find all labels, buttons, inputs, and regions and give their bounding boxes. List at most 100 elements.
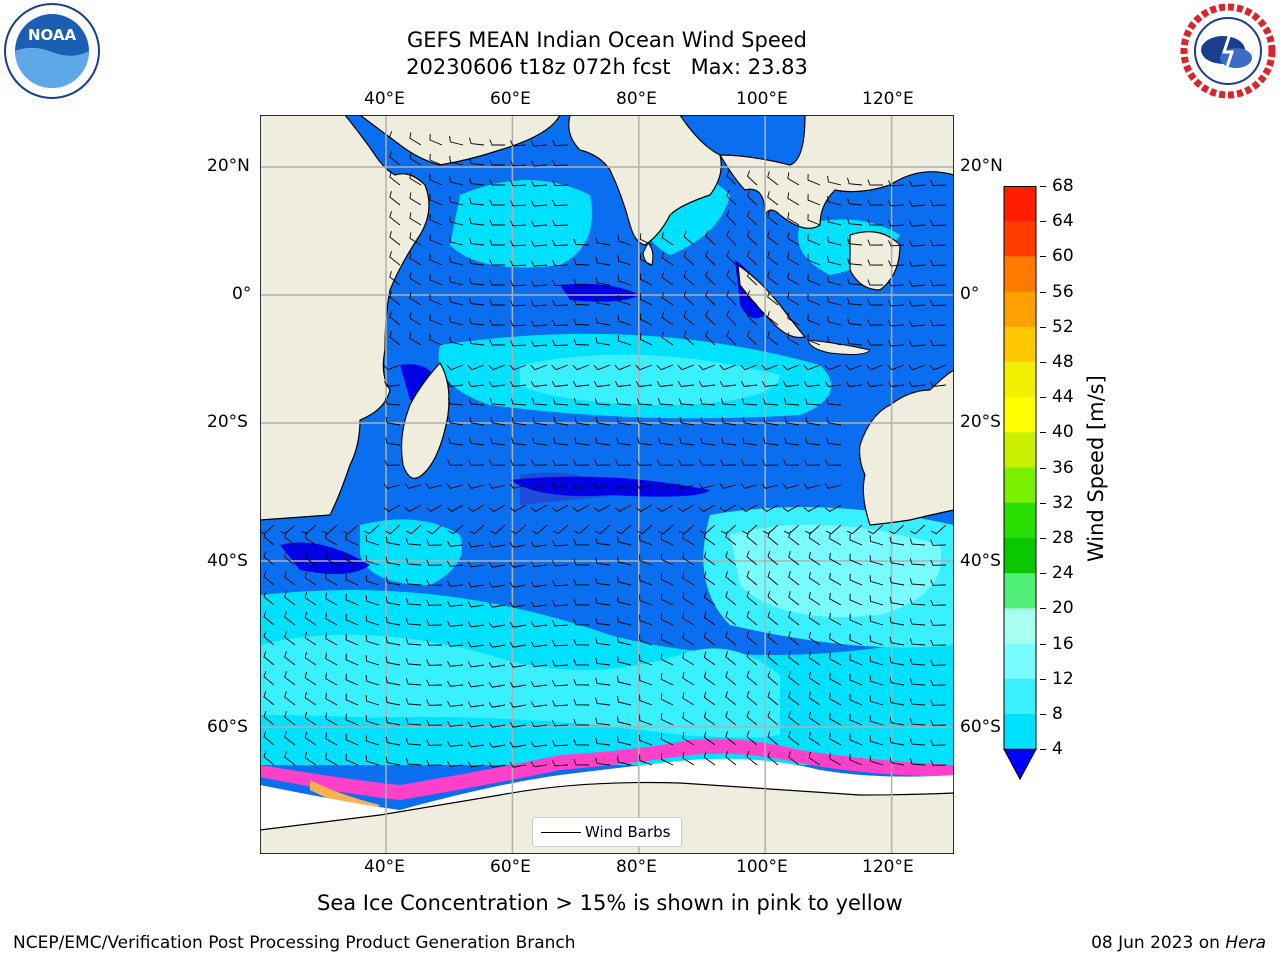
wind-barb bbox=[827, 295, 842, 306]
wind-barb bbox=[530, 761, 548, 768]
wind-barb bbox=[682, 592, 695, 606]
wind-barb bbox=[510, 524, 527, 535]
wind-barb bbox=[530, 300, 548, 307]
wind-barb bbox=[639, 273, 653, 286]
legend-line bbox=[541, 832, 581, 833]
wind-barb bbox=[660, 753, 674, 766]
wind-barb bbox=[807, 194, 821, 206]
wind-barb bbox=[385, 716, 401, 726]
colorbar-swatch bbox=[1004, 643, 1036, 680]
wind-barb bbox=[829, 572, 842, 586]
wind-barb bbox=[552, 720, 569, 727]
wind-barb bbox=[595, 717, 611, 726]
wind-barb bbox=[682, 552, 695, 566]
wind-barb bbox=[661, 271, 674, 286]
wind-barb bbox=[342, 524, 359, 535]
wind-barb bbox=[617, 596, 632, 606]
wind-barb bbox=[573, 278, 590, 286]
wind-barb bbox=[389, 231, 401, 246]
wind-barb bbox=[889, 536, 905, 546]
wind-barb bbox=[409, 192, 422, 206]
wind-barb bbox=[782, 504, 800, 512]
wind-barb bbox=[762, 459, 779, 466]
wind-barb bbox=[530, 681, 548, 688]
wind-barb bbox=[808, 611, 821, 626]
wind-barb bbox=[263, 670, 275, 686]
wind-barb bbox=[467, 581, 485, 588]
wind-barb bbox=[446, 760, 464, 767]
wind-barb bbox=[746, 330, 758, 346]
wind-barb bbox=[930, 639, 947, 646]
wind-barb bbox=[847, 177, 863, 186]
wind-barb bbox=[908, 260, 926, 267]
wind-barb bbox=[304, 731, 317, 746]
wind-barb bbox=[825, 398, 842, 406]
wind-barb bbox=[449, 175, 464, 186]
wind-barb bbox=[849, 593, 863, 606]
wind-barb bbox=[552, 220, 569, 227]
wind-barb bbox=[726, 230, 737, 246]
wind-barb bbox=[325, 552, 338, 566]
wind-barb bbox=[284, 531, 296, 546]
wind-barb bbox=[867, 199, 884, 206]
wind-barb bbox=[509, 561, 527, 568]
wind-barb bbox=[703, 751, 716, 766]
wind-barb bbox=[409, 212, 422, 226]
wind-barb bbox=[639, 734, 653, 746]
noaa-logo-text: NOAA bbox=[28, 26, 77, 44]
wind-barb bbox=[509, 641, 527, 648]
wind-barb bbox=[725, 591, 737, 606]
wind-barb bbox=[510, 398, 527, 406]
wind-barb bbox=[365, 635, 380, 646]
wind-barb bbox=[909, 698, 926, 706]
wind-barb bbox=[385, 616, 401, 626]
wind-barb bbox=[787, 252, 800, 266]
wind-barb bbox=[909, 658, 926, 666]
wind-barb bbox=[530, 601, 548, 608]
wind-barb bbox=[705, 270, 716, 286]
wind-barb bbox=[682, 692, 695, 706]
wind-barb bbox=[746, 290, 758, 306]
wind-barb bbox=[325, 672, 338, 686]
wind-barb bbox=[869, 655, 884, 666]
wind-barb bbox=[788, 711, 800, 726]
wind-barb bbox=[807, 314, 821, 326]
wind-barb bbox=[405, 738, 422, 746]
wind-barb bbox=[284, 691, 296, 706]
wind-barb bbox=[573, 338, 590, 346]
wind-barb bbox=[409, 272, 422, 286]
wind-barb bbox=[635, 504, 653, 512]
wind-barb bbox=[467, 721, 485, 728]
wind-barb bbox=[869, 715, 884, 726]
wind-barb bbox=[827, 175, 842, 186]
colorbar-tick-label: 16 bbox=[1052, 633, 1074, 654]
wind-barb bbox=[746, 230, 758, 246]
wind-barb bbox=[469, 217, 485, 226]
wind-barb bbox=[930, 739, 947, 746]
wind-barb bbox=[429, 213, 443, 226]
colorbar-tick-label: 32 bbox=[1052, 492, 1074, 513]
wind-barb bbox=[867, 299, 884, 306]
wind-barb bbox=[263, 750, 275, 766]
wind-barb bbox=[365, 695, 380, 706]
wind-barb bbox=[829, 592, 842, 606]
wind-barb bbox=[829, 532, 842, 546]
wind-barb bbox=[677, 380, 695, 387]
wind-barbs bbox=[260, 131, 947, 768]
colorbar-tick bbox=[1040, 221, 1046, 223]
wind-barb bbox=[552, 459, 569, 466]
wind-barb bbox=[345, 613, 359, 626]
wind-barb bbox=[405, 638, 422, 646]
wind-barb bbox=[804, 398, 821, 406]
nws-logo bbox=[1178, 2, 1278, 100]
wind-barb bbox=[909, 578, 926, 586]
wind-barb bbox=[660, 673, 674, 686]
lat-label-right-0: 0° bbox=[960, 284, 980, 304]
wind-barb bbox=[869, 555, 884, 566]
wind-barb bbox=[889, 756, 905, 766]
colorbar-tick bbox=[1040, 362, 1046, 363]
wind-barb bbox=[409, 172, 422, 186]
colorbar-tick bbox=[1040, 467, 1046, 469]
wind-barb bbox=[639, 594, 653, 606]
wind-barb bbox=[887, 364, 905, 371]
